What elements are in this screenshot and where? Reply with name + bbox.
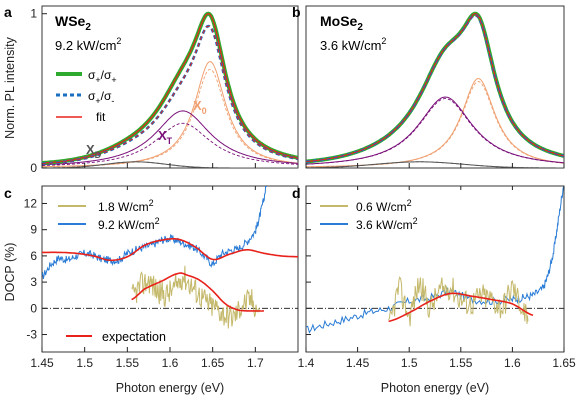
- panel-c-ytick-label: 12: [24, 196, 38, 210]
- panel-c-ytick-label: 9: [30, 223, 37, 237]
- panel-d-letter: d: [292, 185, 301, 201]
- component-X_0-opp-b: [306, 81, 564, 168]
- panel-c-xtick-label: 1.55: [116, 356, 140, 370]
- panel-d-frame: [305, 185, 565, 353]
- legend-sigma-same-label: σ+/σ+: [88, 68, 117, 85]
- docp-series-c-0: [42, 186, 267, 279]
- docp-series-d-2: [388, 292, 534, 323]
- docp-series-d-1: [388, 276, 529, 327]
- component-X_T-same-a: [42, 110, 298, 166]
- panel-d-xtick-label: 1.45: [346, 356, 370, 370]
- legend-d-low-label: 0.6 W/cm2: [356, 198, 412, 214]
- legend-sigma-opp-label: σ+/σ-: [88, 89, 114, 106]
- panel-b-letter: b: [292, 4, 301, 20]
- panel-c-ytick-label: 0: [30, 301, 37, 315]
- panel-a-ytick-label: 1: [30, 7, 37, 21]
- panel-d-xtick-label: 1.6: [504, 356, 521, 370]
- panel-a-letter: a: [4, 4, 12, 20]
- label-x-d: XD: [86, 142, 102, 160]
- docp-series-d-0: [306, 186, 564, 334]
- x-axis-label-d: Photon energy (eV): [381, 381, 489, 395]
- panel-c-ytick-label: 3: [30, 275, 37, 289]
- tick-layer: 1 0 1.45 1.5 1.55 1.6 1.65 1.7 1.4 1.45 1.5 1.55 1.6…: [24, 7, 576, 370]
- panel-c-xtick-label: 1.65: [201, 356, 225, 370]
- panel-a-ytick-label: 0: [30, 161, 37, 175]
- panel-c-xtick-label: 1.7: [247, 356, 264, 370]
- y-axis-label-bottom: DOCP (%): [3, 243, 17, 302]
- component-X_0-same-a: [42, 61, 298, 168]
- legend-d-high-label: 3.6 kW/cm2: [356, 216, 418, 232]
- fit-sigma-opp-a: [42, 25, 298, 165]
- component-X_T-opp-b: [306, 98, 564, 165]
- panel-c-ytick-label: 6: [30, 249, 37, 263]
- panel-d-xtick-label: 1.4: [298, 356, 315, 370]
- panel-c-letter: c: [4, 185, 12, 201]
- panel-c-xtick-label: 1.45: [30, 356, 54, 370]
- y-axis-label-top: Norm. PL intensity: [3, 36, 17, 138]
- legend-c-expectation-label: expectation: [102, 330, 166, 344]
- panel-b-frame: [305, 5, 565, 169]
- component-X_D-same-b: [306, 161, 564, 168]
- panel-b-power: 3.6 kW/cm2: [320, 36, 386, 53]
- fit-sigma-same-a: [42, 13, 298, 164]
- panel-d-xtick-label: 1.5: [401, 356, 418, 370]
- panel-d-xtick-label: 1.65: [552, 356, 576, 370]
- panel-a-power: 9.2 kW/cm2: [55, 36, 121, 53]
- fit-sigma-opp-b: [306, 14, 564, 163]
- label-x-t: XT: [158, 128, 173, 146]
- legend-fit-label: fit: [96, 110, 106, 124]
- panel-c-xtick-label: 1.5: [76, 356, 93, 370]
- legend-c-low-label: 1.8 W/cm2: [98, 198, 154, 214]
- plot-layer: [42, 11, 564, 334]
- panel-b-plot: [306, 11, 564, 168]
- panel-d-plot: [306, 186, 564, 334]
- panel-c-ytick-label: -3: [26, 328, 37, 342]
- docp-series-c-1: [131, 265, 261, 329]
- component-X_D-opp-b: [306, 161, 564, 168]
- docp-series-c-2: [42, 238, 298, 262]
- label-x-0: X0: [193, 98, 207, 116]
- panel-d-xtick-label: 1.55: [449, 356, 473, 370]
- panel-a-material: WSe2: [55, 13, 91, 33]
- docp-series-c-3: [131, 272, 264, 312]
- panel-b-material: MoSe2: [320, 13, 363, 33]
- x-axis-label-c: Photon energy (eV): [116, 381, 224, 395]
- legend-c-high-label: 9.2 kW/cm2: [98, 216, 160, 232]
- panel-c-plot: [42, 186, 298, 329]
- panel-c-frame: [41, 185, 299, 353]
- panel-c-xtick-label: 1.6: [162, 356, 179, 370]
